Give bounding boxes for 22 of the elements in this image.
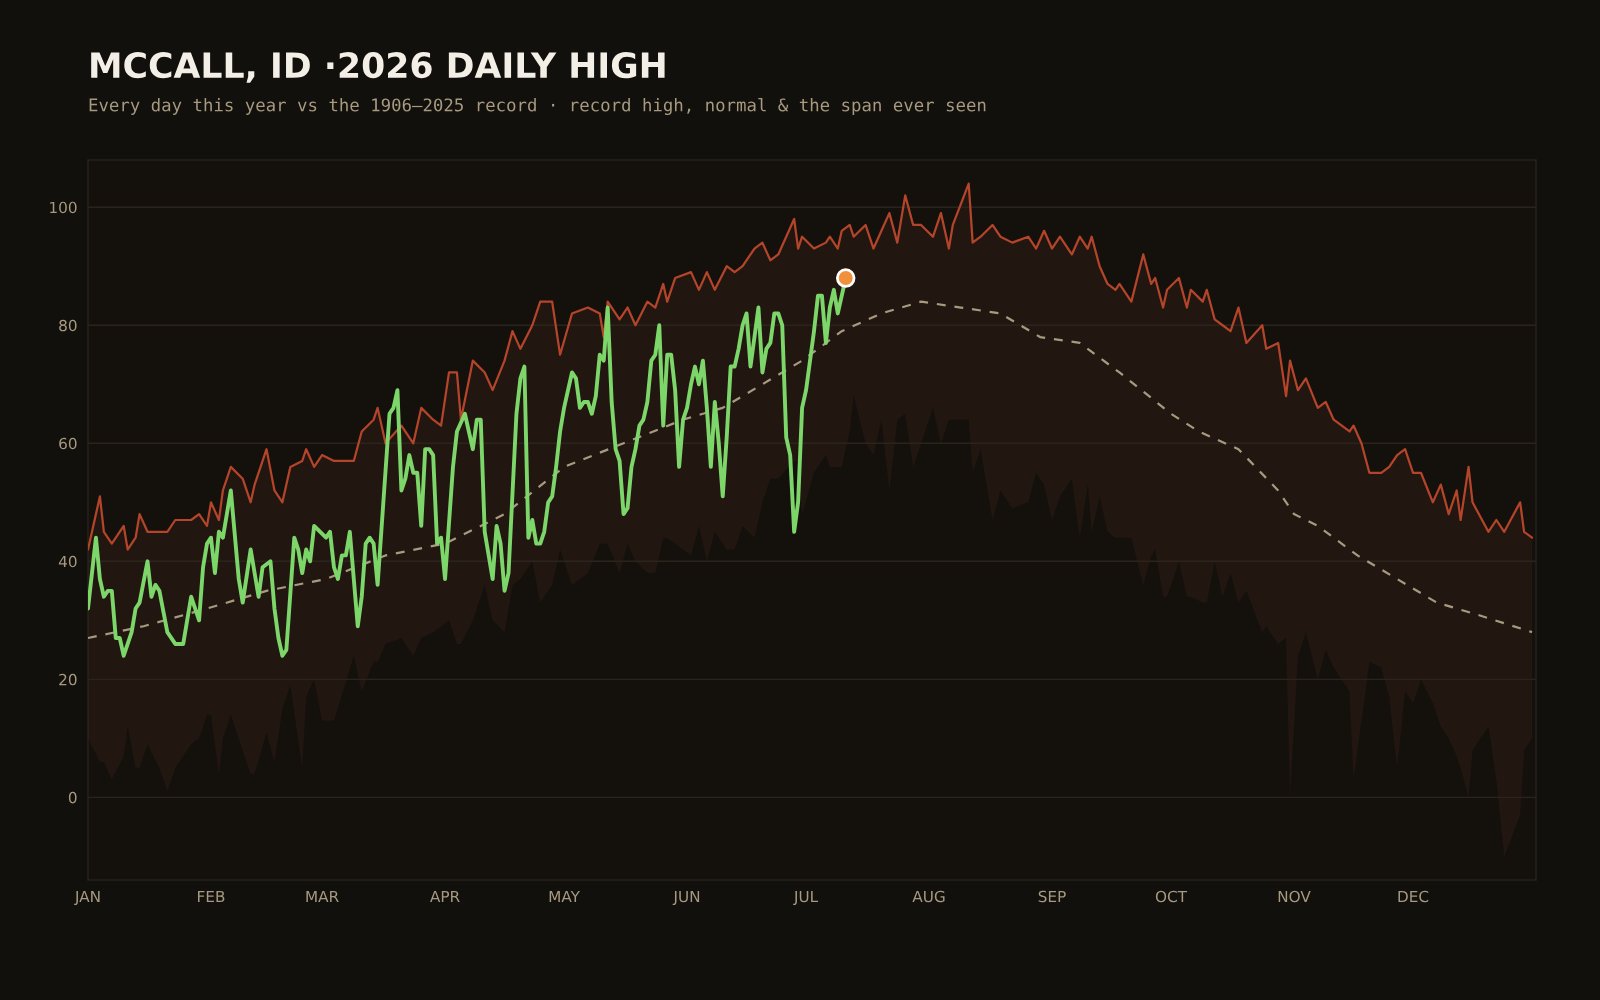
y-tick-label: 100 bbox=[50, 201, 77, 214]
y-tick-label: 40 bbox=[58, 555, 77, 568]
x-tick-label: OCT bbox=[1155, 890, 1188, 903]
x-tick-label: DEC bbox=[1398, 890, 1429, 903]
y-tick-label: 0 bbox=[68, 791, 77, 804]
chart-title: MCCALL, ID ·2026 DAILY HIGH bbox=[91, 52, 665, 83]
x-tick-label: SEP bbox=[1038, 890, 1066, 903]
x-tick-label: MAR bbox=[306, 890, 339, 903]
x-tick-label: JUL bbox=[793, 890, 819, 906]
x-tick-label: NOV bbox=[1278, 890, 1311, 903]
y-tick-label: 60 bbox=[59, 437, 77, 450]
x-tick-label: JAN bbox=[74, 890, 100, 906]
x-tick-label: MAY bbox=[549, 890, 580, 903]
x-tick-label: APR bbox=[430, 890, 460, 903]
line-series bbox=[88, 300, 1534, 640]
y-tick-label: 80 bbox=[59, 319, 77, 332]
y-tick-label: 20 bbox=[59, 673, 77, 686]
x-tick-label: JUN bbox=[672, 890, 700, 906]
x-tick-label: AUG bbox=[912, 890, 945, 903]
chart-subtitle: Every day this year vs the 1906–2025 record · record high, normal & the span ever seen bbox=[89, 97, 986, 115]
line-series bbox=[88, 182, 1534, 551]
x-tick-label: FEB bbox=[198, 890, 225, 903]
